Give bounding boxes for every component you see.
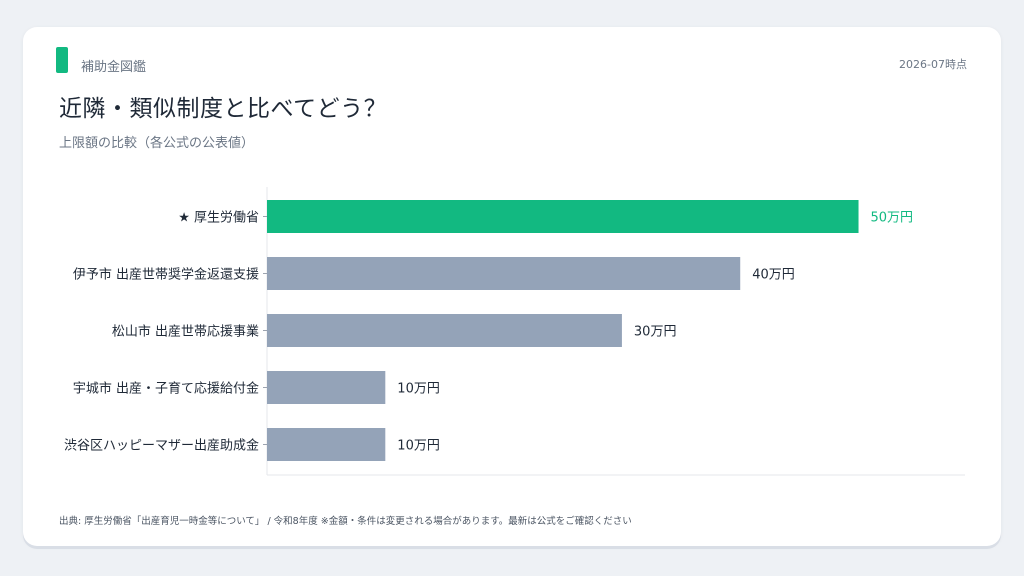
category-label: ★ 厚生労働省: [178, 211, 259, 226]
value-label: 50万円: [871, 211, 914, 226]
brand-name: 補助金図鑑: [81, 60, 147, 75]
bar: [267, 371, 386, 404]
value-label: 40万円: [752, 268, 795, 283]
chart-card: 補助金図鑑 2026-07時点 近隣・類似制度と比べてどう？ 上限額の比較（各公…: [23, 27, 1001, 546]
category-label: 宇城市 出産・子育て応援給付金: [73, 381, 259, 397]
source-note: 出典: 厚生労働省「出産育児一時金等について」 / 令和8年度 ※金額・条件は変…: [59, 516, 632, 527]
bar: [267, 257, 741, 290]
value-label: 10万円: [397, 382, 440, 397]
category-label: 松山市 出産世帯応援事業: [112, 324, 259, 340]
page-title: 近隣・類似制度と比べてどう？: [59, 96, 388, 122]
as-of-date: 2026-07時点: [899, 58, 967, 71]
bar: [267, 428, 386, 461]
category-label: 伊予市 出産世帯奨学金返還支援: [73, 267, 259, 283]
page-subtitle: 上限額の比較（各公式の公表値）: [59, 136, 255, 151]
bar: [267, 200, 859, 233]
value-label: 10万円: [397, 439, 440, 454]
brand-accent-bar: [56, 47, 68, 73]
value-label: 30万円: [634, 325, 677, 340]
bar: [267, 314, 622, 347]
category-label: 渋谷区ハッピーマザー出産助成金: [64, 438, 259, 454]
